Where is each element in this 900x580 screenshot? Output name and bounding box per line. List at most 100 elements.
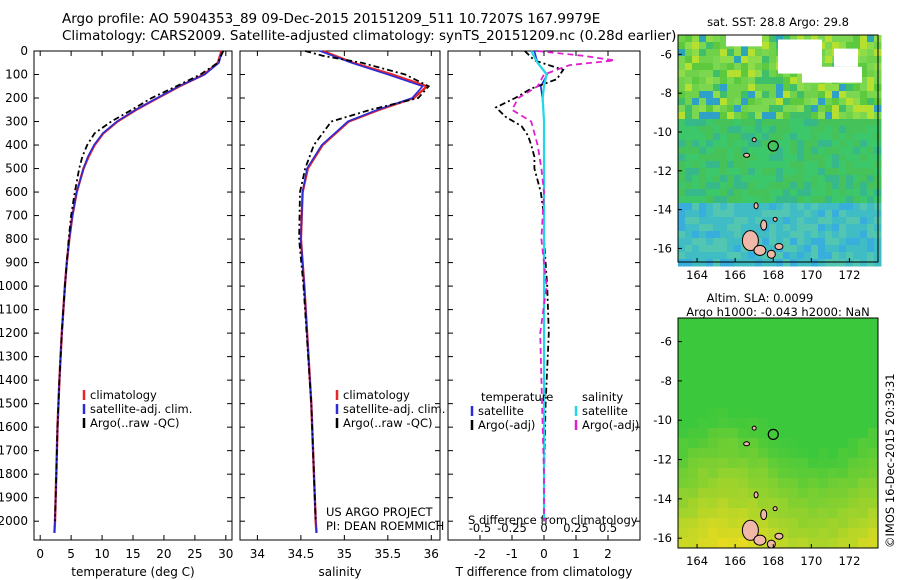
- map-cell: [728, 528, 739, 539]
- map-cell: [708, 538, 719, 549]
- map-y-tick-label: -6: [661, 335, 672, 349]
- map-cell: [811, 161, 819, 169]
- map-cell: [727, 161, 735, 169]
- map-cell: [846, 196, 854, 204]
- map-cell: [708, 388, 719, 399]
- map-cell: [748, 133, 756, 141]
- map-cell: [708, 348, 719, 359]
- map-cell: [708, 418, 719, 429]
- map-cell: [769, 161, 777, 169]
- map-cell: [808, 318, 819, 329]
- map-cell: [804, 182, 812, 190]
- y-tick-label: 2000: [0, 514, 28, 528]
- map-cell: [678, 338, 689, 349]
- map-cell: [720, 231, 728, 239]
- map-cell: [734, 217, 742, 225]
- map-cell: [769, 119, 777, 127]
- map-cell: [755, 210, 763, 218]
- map-cell: [748, 338, 759, 349]
- map-cell: [678, 56, 686, 64]
- map-cell: [804, 84, 812, 92]
- map-cell: [853, 231, 861, 239]
- map-cell: [692, 252, 700, 260]
- map-cell: [698, 378, 709, 389]
- map-cell: [848, 508, 859, 519]
- map-cell: [734, 224, 742, 232]
- map-cell: [778, 388, 789, 399]
- map-cell: [797, 175, 805, 183]
- map-cell: [762, 133, 770, 141]
- map-cell: [825, 84, 833, 92]
- map-cell: [699, 182, 707, 190]
- map-cell: [783, 168, 791, 176]
- map-cell: [798, 338, 809, 349]
- map-cell: [698, 498, 709, 509]
- map-cell: [811, 196, 819, 204]
- map-cell: [790, 224, 798, 232]
- map-cell: [783, 238, 791, 246]
- map-cell: [741, 49, 749, 57]
- map-cell: [769, 56, 777, 64]
- map-cell: [755, 182, 763, 190]
- map-cell: [755, 203, 763, 211]
- map-cell: [832, 238, 840, 246]
- map-cell: [788, 498, 799, 509]
- map-cell: [758, 518, 769, 529]
- map-cell: [762, 196, 770, 204]
- map-cell: [832, 217, 840, 225]
- map-cell: [738, 488, 749, 499]
- map-cell: [741, 189, 749, 197]
- map-cell: [713, 238, 721, 246]
- map-y-tick-label: -8: [661, 86, 672, 100]
- map-cell: [738, 538, 749, 549]
- map-cell: [762, 112, 770, 120]
- map-cell: [839, 98, 847, 106]
- map-cell: [727, 175, 735, 183]
- map-cell: [769, 63, 777, 71]
- map-cell: [846, 42, 854, 50]
- map-cell: [769, 259, 777, 267]
- map-cell: [860, 42, 868, 50]
- map-cell: [688, 338, 699, 349]
- map-cell: [790, 252, 798, 260]
- map-cell: [788, 428, 799, 439]
- map-cell: [748, 189, 756, 197]
- map-cell: [713, 161, 721, 169]
- map-cell: [776, 147, 784, 155]
- map-cell: [758, 448, 769, 459]
- map-x-tick-label: 168: [762, 268, 784, 282]
- profile-panel-temperature: 0 5 10 15 20 25 300100200300400500600700800900…: [0, 44, 233, 579]
- series-line-0: [299, 49, 430, 533]
- map-cell: [853, 98, 861, 106]
- map-cell: [699, 154, 707, 162]
- map-cell: [828, 388, 839, 399]
- map-cell: [698, 518, 709, 529]
- map-cell: [828, 408, 839, 419]
- map-cell: [825, 196, 833, 204]
- map-cell: [748, 182, 756, 190]
- map-cell: [788, 358, 799, 369]
- map-cell: [804, 161, 812, 169]
- map-panel-sla_map: 164 166 168 170 172 -6 -8 -10 -12 -14 -16: [653, 317, 879, 568]
- map-cell: [748, 478, 759, 489]
- legend-title-salinity: salinity: [582, 390, 623, 404]
- map-cell: [811, 217, 819, 225]
- map-cell: [748, 168, 756, 176]
- map-cell: [685, 259, 693, 267]
- map-y-tick-label: -14: [653, 492, 672, 506]
- map-cell: [832, 91, 840, 99]
- map-cell: [769, 168, 777, 176]
- map-cell: [853, 175, 861, 183]
- map-cell: [713, 133, 721, 141]
- map-cell: [838, 328, 849, 339]
- map-cell: [832, 175, 840, 183]
- map-cell: [868, 408, 879, 419]
- map-cell: [685, 105, 693, 113]
- map-cell: [741, 56, 749, 64]
- map-cell: [762, 126, 770, 134]
- map-cell: [727, 224, 735, 232]
- map-cell: [776, 140, 784, 148]
- map-cell: [720, 147, 728, 155]
- map-cell: [678, 538, 689, 549]
- map-cell: [748, 91, 756, 99]
